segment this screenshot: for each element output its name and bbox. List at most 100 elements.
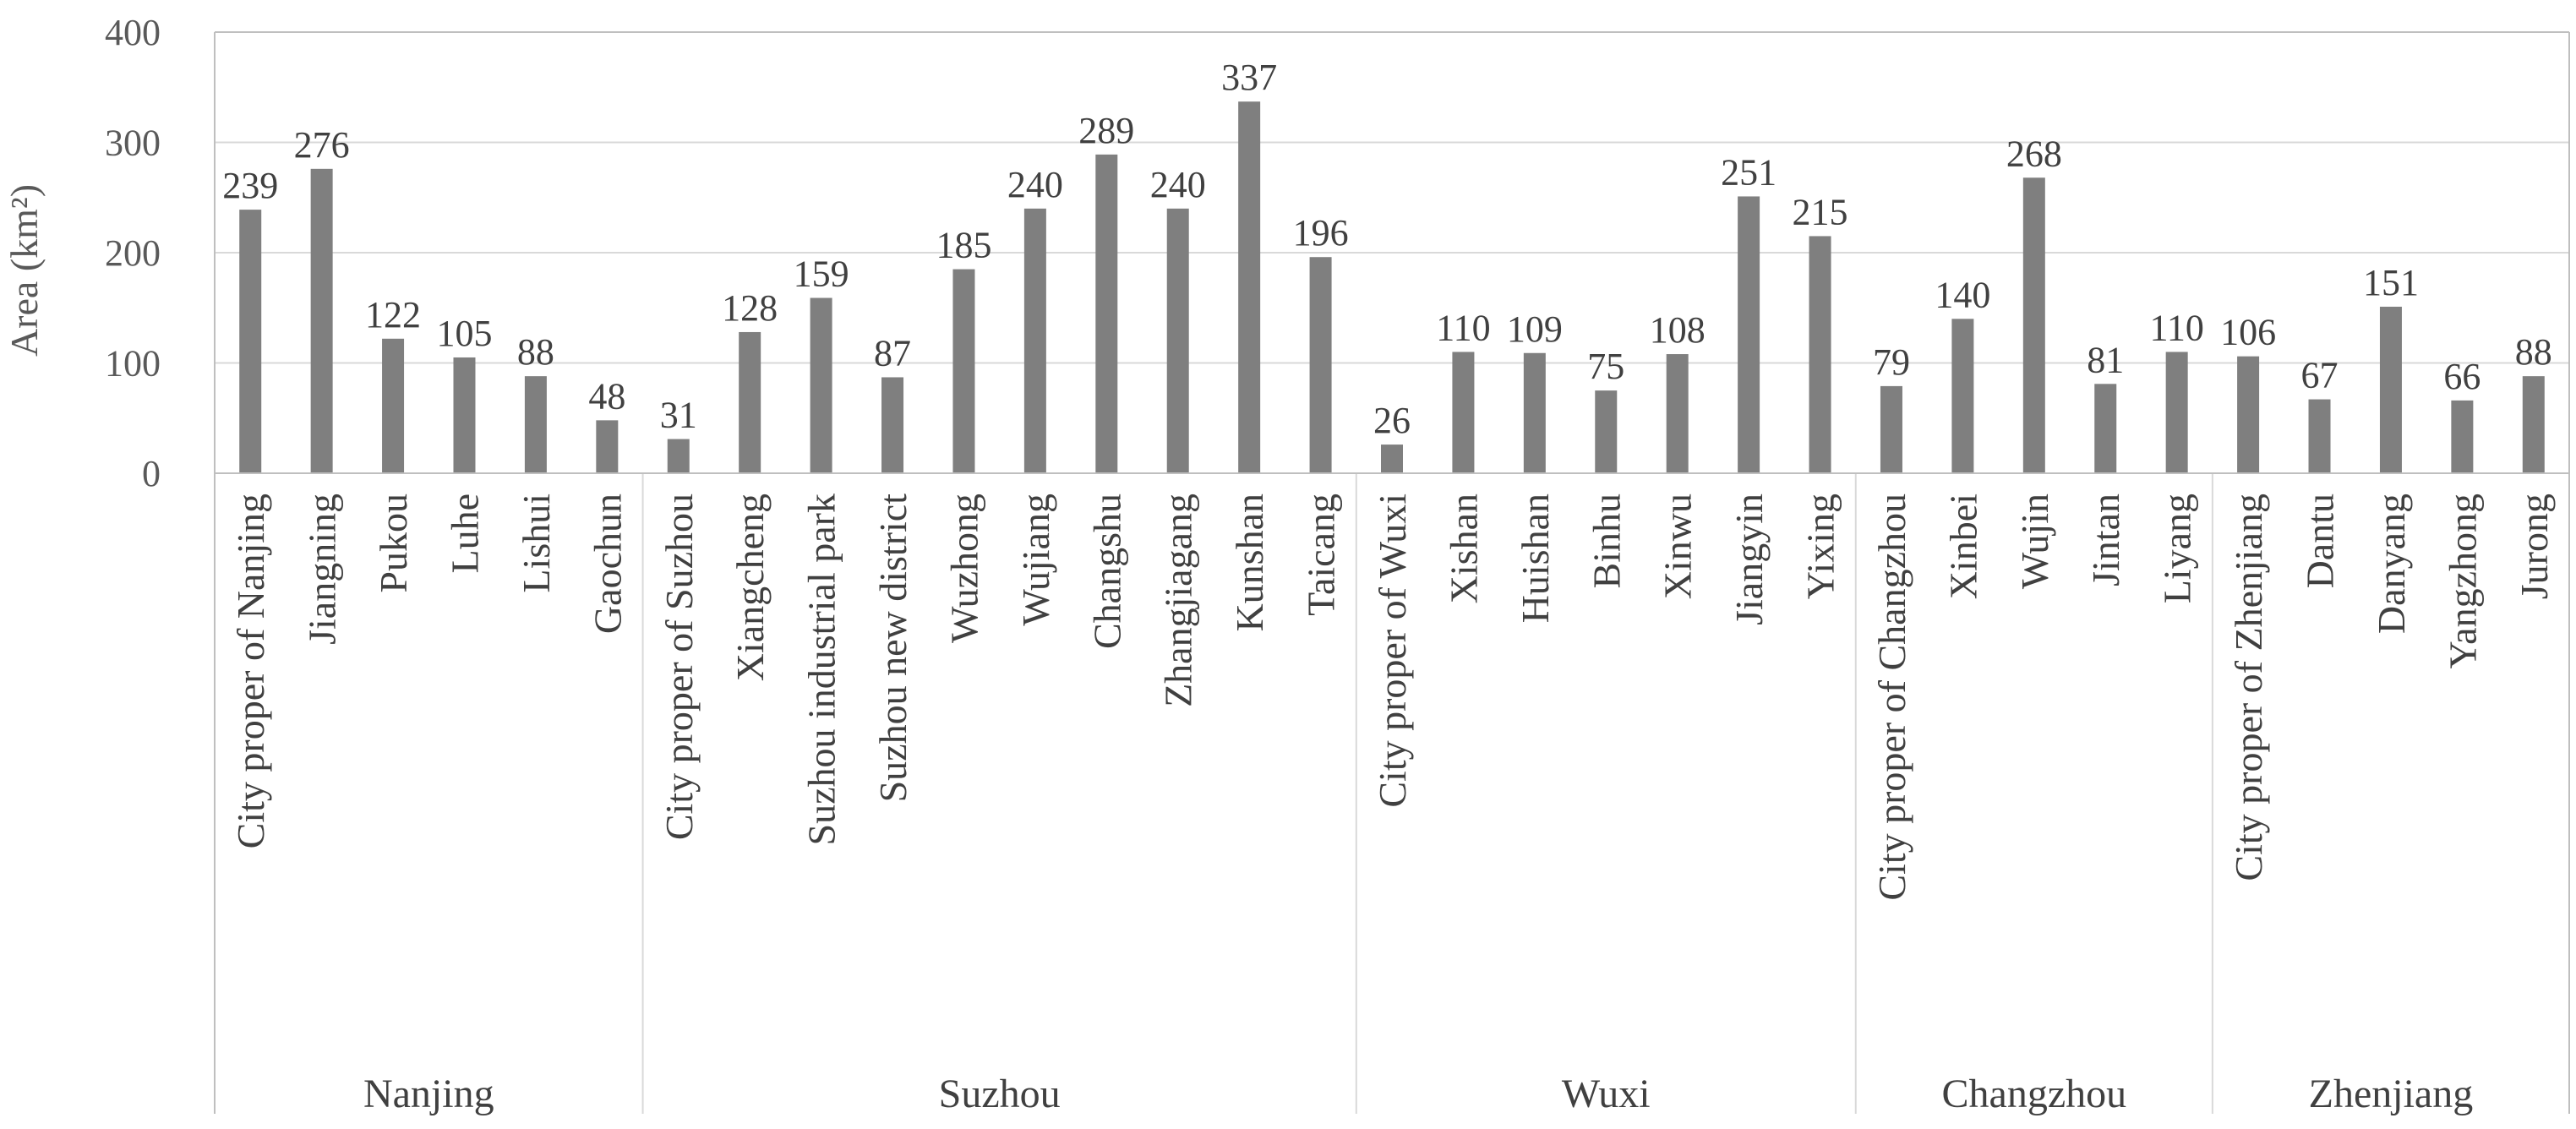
category-label: Jiangyin [1727, 494, 1771, 625]
bar [2451, 400, 2474, 473]
y-tick-label: 0 [142, 453, 161, 494]
category-label: Luhe [443, 494, 486, 574]
data-label: 215 [1793, 191, 1848, 232]
bar [2522, 376, 2545, 473]
bar [1666, 354, 1689, 473]
y-tick-label: 300 [105, 123, 161, 164]
data-label: 276 [294, 124, 350, 166]
category-label: Lishui [515, 494, 558, 593]
bar [1095, 154, 1118, 474]
data-label: 67 [2301, 355, 2339, 396]
data-label: 31 [660, 395, 697, 436]
bar [382, 338, 405, 473]
data-label: 66 [2443, 356, 2480, 397]
category-label: Xinbei [1941, 494, 1984, 599]
group-label: Nanjing [363, 1072, 494, 1116]
data-label: 110 [1436, 307, 1490, 348]
data-label: 240 [1007, 164, 1063, 205]
y-tick-label: 200 [105, 232, 161, 274]
bar [1166, 208, 1189, 474]
category-label: Wuzhong [942, 494, 985, 643]
category-label: Kunshan [1228, 494, 1271, 632]
data-label: 185 [936, 225, 991, 266]
category-label: Wujin [2013, 494, 2056, 589]
bar [1023, 208, 1046, 474]
category-label: Suzhou new district [871, 494, 914, 803]
data-labels: 239 276 122 105 88 48 31 128 159 87 185 240 289 240 33… [222, 57, 2552, 441]
data-label: 88 [517, 331, 554, 373]
category-label: Jiangning [301, 494, 344, 645]
category-label: Taicang [1300, 494, 1343, 616]
category-label: Changshu [1085, 494, 1128, 649]
data-label: 268 [2006, 133, 2062, 174]
bar [596, 420, 619, 473]
group-label: Changzhou [1942, 1072, 2127, 1116]
category-label: Huishan [1514, 494, 1557, 623]
bar [1309, 257, 1332, 473]
data-label: 87 [874, 332, 911, 374]
category-label: Jintan [2084, 494, 2127, 586]
group-label: Zhenjiang [2309, 1072, 2474, 1116]
bars [239, 101, 2545, 474]
category-label: City proper of Suzhou [658, 494, 701, 840]
data-label: 128 [722, 287, 778, 329]
data-label: 140 [1935, 274, 1990, 315]
data-label: 26 [1373, 400, 1411, 441]
data-label: 159 [794, 254, 849, 295]
category-label: Gaochun [586, 494, 629, 634]
data-label: 79 [1873, 341, 1910, 383]
category-label: Xinwu [1656, 494, 1700, 599]
bar [2379, 306, 2402, 473]
group-label: Suzhou [939, 1072, 1061, 1116]
category-label: Jurong [2513, 494, 2556, 599]
data-label: 109 [1507, 308, 1563, 350]
data-label: 196 [1293, 212, 1349, 254]
bar [2022, 177, 2045, 473]
category-label: Yixing [1799, 494, 1842, 599]
y-axis-ticks: 0 100 200 300 400 [105, 12, 161, 494]
bar [1951, 319, 1974, 473]
bar [2094, 384, 2117, 473]
data-label: 105 [436, 313, 492, 354]
bar [310, 168, 333, 473]
data-label: 106 [2220, 312, 2276, 353]
category-label: City proper of Zhenjiang [2227, 494, 2270, 881]
category-labels: City proper of Nanjing Jiangning Pukou Luhe… [229, 494, 2556, 901]
category-label: Suzhou industrial park [800, 494, 843, 846]
data-label: 151 [2363, 262, 2419, 303]
data-label: 108 [1650, 309, 1706, 351]
category-label: Xiangcheng [729, 494, 772, 681]
bar [810, 297, 832, 473]
data-label: 88 [2515, 331, 2552, 373]
data-label: 81 [2087, 339, 2124, 380]
category-label: Xishan [1442, 494, 1485, 603]
category-label: City proper of Changzhou [1870, 494, 1913, 901]
data-label: 240 [1150, 164, 1206, 205]
bar [952, 269, 975, 473]
bar [1238, 101, 1261, 473]
bar [524, 376, 547, 473]
category-label: City proper of Nanjing [229, 494, 272, 848]
y-tick-label: 400 [105, 12, 161, 53]
category-label: Wujiang [1014, 494, 1057, 626]
bar [1880, 385, 1902, 473]
bar [453, 357, 476, 473]
bar [2308, 399, 2331, 473]
category-label: Zhangjiagang [1157, 494, 1200, 707]
bar [1381, 445, 1403, 473]
data-label: 75 [1587, 346, 1624, 387]
category-label: Liyang [2156, 494, 2199, 603]
bar [2165, 352, 2188, 473]
bar [1452, 352, 1475, 473]
category-label: Dantu [2299, 494, 2342, 588]
bar [239, 210, 262, 474]
bar [1738, 196, 1760, 473]
bar [1595, 390, 1618, 473]
data-label: 48 [588, 375, 625, 417]
category-label: Yangzhong [2441, 494, 2484, 668]
category-label: City proper of Wuxi [1371, 494, 1414, 808]
group-labels: Nanjing Suzhou Wuxi Changzhou Zhenjiang [363, 1072, 2473, 1116]
y-tick-label: 100 [105, 343, 161, 385]
data-label: 251 [1721, 151, 1776, 193]
